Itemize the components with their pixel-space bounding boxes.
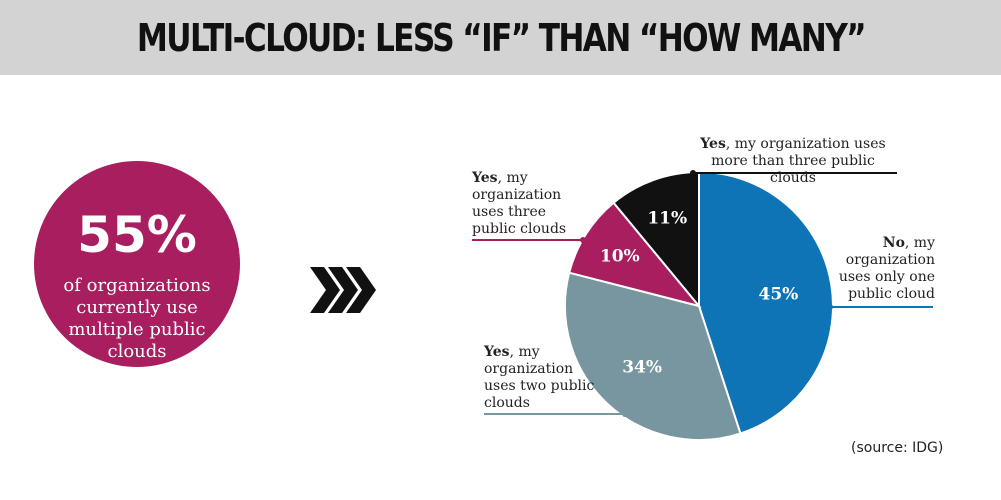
legend-label-two: Yes, my organization uses two public clo… <box>484 344 595 411</box>
source-note: (source: IDG) <box>851 440 944 456</box>
page-title: MULTI-CLOUD: LESS “IF” THAN “HOW MANY” <box>136 15 866 60</box>
pie-value-label-more-than-three: 11% <box>647 209 687 229</box>
legend-label-three: Yes, my organization uses three public c… <box>472 170 567 237</box>
leader-line-three-clouds-dot <box>580 237 586 243</box>
pie-value-label-three-clouds: 10% <box>600 247 640 267</box>
pie-slice-two-clouds <box>564 271 742 441</box>
title-banner: MULTI-CLOUD: LESS “IF” THAN “HOW MANY” <box>0 0 1001 75</box>
pie-value-label-one-cloud: 45% <box>759 284 799 304</box>
stat-description: of organizations currently use multiple … <box>63 275 211 362</box>
leader-line-two-clouds-dot <box>622 411 628 417</box>
stat-value: 55% <box>77 206 197 264</box>
chevron-arrows-icon <box>310 267 376 318</box>
leader-line-one-cloud-dot <box>827 304 833 310</box>
pie-slice-three-clouds <box>567 201 702 308</box>
pie-slice-one-cloud <box>698 170 834 435</box>
pie-value-label-two-clouds: 34% <box>622 358 662 378</box>
legend-label-more-than-three: Yes, my organization uses more than thre… <box>700 136 886 186</box>
leader-line-more-than-three-dot <box>690 170 696 176</box>
stat-circle: 55% of organizations currently use multi… <box>34 161 240 367</box>
legend-label-none: No, my organization uses only one public… <box>838 235 935 302</box>
